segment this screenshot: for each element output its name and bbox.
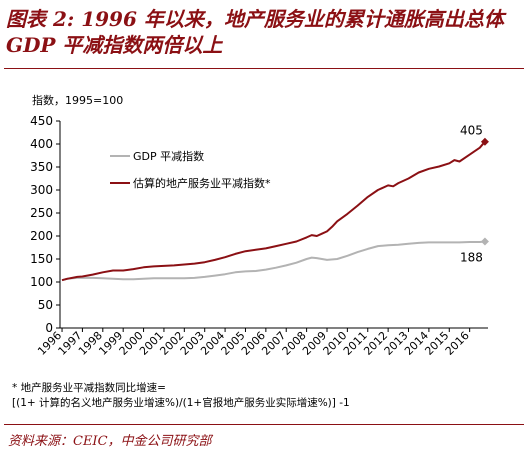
series-end-marker-0	[480, 237, 489, 246]
legend: GDP 平减指数 估算的地产服务业平减指数*	[110, 149, 271, 190]
series-line-0	[61, 240, 485, 282]
footnote-line-1: * 地产服务业平减指数同比增速=	[12, 382, 166, 394]
y-tick-label: 400	[30, 137, 53, 151]
source-note: 资料来源：CEIC，中金公司研究部	[8, 434, 212, 449]
x-tick-label: 2016	[443, 329, 472, 358]
y-tick-label: 350	[30, 160, 53, 174]
y-tick-label: 250	[30, 206, 53, 220]
chart: 指数，1995=100 050100150200250300350400450 …	[30, 93, 489, 358]
legend-label-property: 估算的地产服务业平减指数*	[133, 176, 271, 190]
y-tick-label: 450	[30, 114, 53, 128]
y-tick-label: 200	[30, 229, 53, 243]
y-axis: 0 50 100 150 200 250 300 350 400 450	[30, 114, 61, 335]
x-axis: 1996199719981999200020012002200320042005…	[35, 327, 488, 358]
series-end-label-1: 405	[460, 124, 483, 138]
y-tick-label: 50	[38, 298, 53, 312]
y-axis-label: 指数，1995=100	[32, 93, 123, 107]
series-lines: 188 405	[61, 124, 489, 282]
title-divider	[4, 68, 524, 69]
y-tick-label: 300	[30, 183, 53, 197]
footnote-line-2: [(1+ 计算的名义地产服务业增速%)/(1+官报地产服务业实际增速%)] -1	[12, 397, 350, 409]
series-end-marker-1	[480, 137, 489, 146]
series-line-1	[61, 141, 486, 282]
page-title: 图表 2: 1996 年以来，地产服务业的累计通胀高出总体 GDP 平减指数两倍…	[6, 7, 504, 57]
y-tick-label: 0	[45, 321, 53, 335]
series-end-label-0: 188	[460, 251, 483, 265]
y-tick-label: 150	[30, 252, 53, 266]
y-tick-label: 100	[30, 275, 53, 289]
footer-divider	[4, 424, 524, 425]
legend-label-gdp: GDP 平减指数	[133, 149, 204, 163]
